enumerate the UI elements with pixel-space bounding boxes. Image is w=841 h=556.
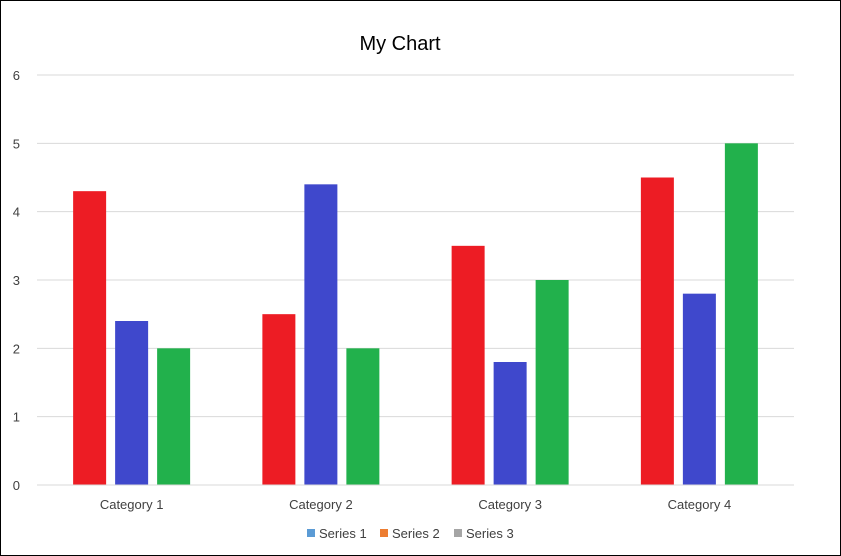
legend-swatch xyxy=(307,529,315,537)
bar-series-3-category-3 xyxy=(535,280,569,485)
y-tick-label: 0 xyxy=(13,478,20,493)
x-tick-label: Category 3 xyxy=(478,497,542,512)
x-tick-label: Category 1 xyxy=(100,497,164,512)
legend-swatch xyxy=(454,529,462,537)
x-tick-label: Category 4 xyxy=(668,497,732,512)
bar-series-2-category-3 xyxy=(493,362,527,485)
y-tick-label: 6 xyxy=(13,68,20,83)
bar-series-3-category-1 xyxy=(157,348,191,485)
bar-series-1-category-4 xyxy=(640,177,674,485)
bar-series-2-category-4 xyxy=(682,293,716,485)
y-tick-label: 5 xyxy=(13,136,20,151)
bar-series-2-category-2 xyxy=(304,184,338,486)
bar-series-1-category-1 xyxy=(73,191,107,485)
y-tick-label: 3 xyxy=(13,273,20,288)
legend-label: Series 1 xyxy=(319,526,367,541)
y-tick-label: 4 xyxy=(13,205,20,220)
bars xyxy=(73,143,758,486)
legend-label: Series 2 xyxy=(392,526,440,541)
bar-series-3-category-4 xyxy=(724,143,758,486)
bar-series-2-category-1 xyxy=(115,321,149,485)
legend: Series 1 Series 2 Series 3 xyxy=(307,526,514,541)
y-axis: 0 1 2 3 4 5 6 xyxy=(13,68,20,493)
legend-swatch xyxy=(380,529,388,537)
x-tick-label: Category 2 xyxy=(289,497,353,512)
chart-title: My Chart xyxy=(359,33,441,55)
gridlines xyxy=(37,74,794,486)
y-tick-label: 2 xyxy=(13,341,20,356)
bar-series-1-category-3 xyxy=(451,245,485,485)
x-axis: Category 1 Category 2 Category 3 Category 4 xyxy=(37,484,794,512)
y-tick-label: 1 xyxy=(13,410,20,425)
legend-label: Series 3 xyxy=(466,526,514,541)
bar-series-1-category-2 xyxy=(262,314,296,485)
bar-series-3-category-2 xyxy=(346,348,380,485)
